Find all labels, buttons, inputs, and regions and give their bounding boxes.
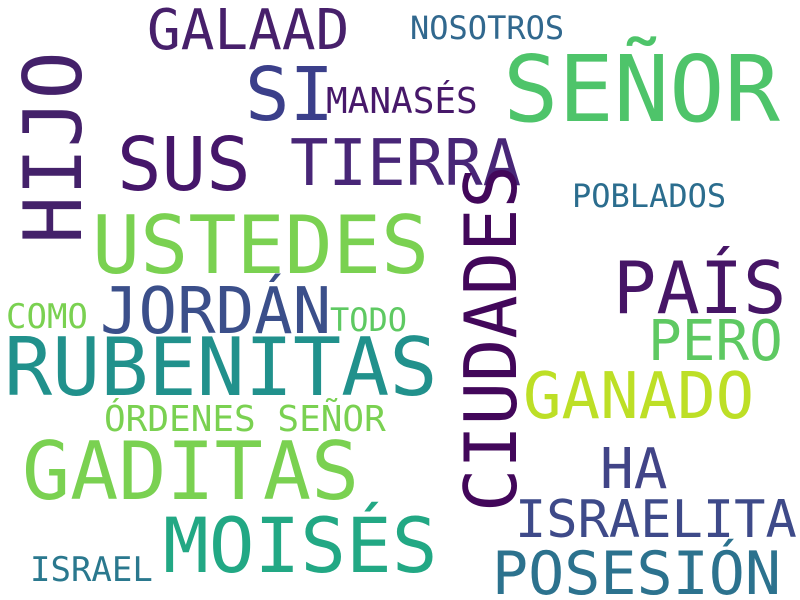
word-si: SI [245,52,335,138]
word-pais: PAÍS [613,246,787,330]
word-gaditas: GADITAS [22,425,360,518]
word-posesion: POSESIÓN [492,539,781,600]
word-rubenitas: RUBENITAS [4,321,438,414]
word-jordan: JORDÁN [100,275,332,349]
word-ustedes: USTEDES [92,199,430,292]
word-como: COMO [6,297,88,337]
word-ciudades: CIUDADES [449,165,533,512]
word-galaad: GALAAD [147,0,350,63]
word-nosotros: NOSOTROS [410,9,565,47]
word-ha: HA [600,437,668,502]
word-ordenes-senor: ÓRDENES SEÑOR [104,399,386,440]
word-todo: TODO [330,301,408,339]
word-hijo: HIJO [7,51,100,244]
word-manases: MANASÉS [326,81,478,122]
word-poblados: POBLADOS [572,177,727,215]
word-tierra: TIERRA [290,127,522,201]
word-israelita: ISRAELITA [515,490,797,550]
word-senor-large: SEÑOR [503,36,780,143]
word-pero: PERO [648,309,783,374]
word-sus: SUS [117,122,251,208]
word-ganado: GANADO [523,360,755,434]
word-israel: ISRAEL [30,550,153,590]
word-moises: MOISÉS [163,501,438,590]
